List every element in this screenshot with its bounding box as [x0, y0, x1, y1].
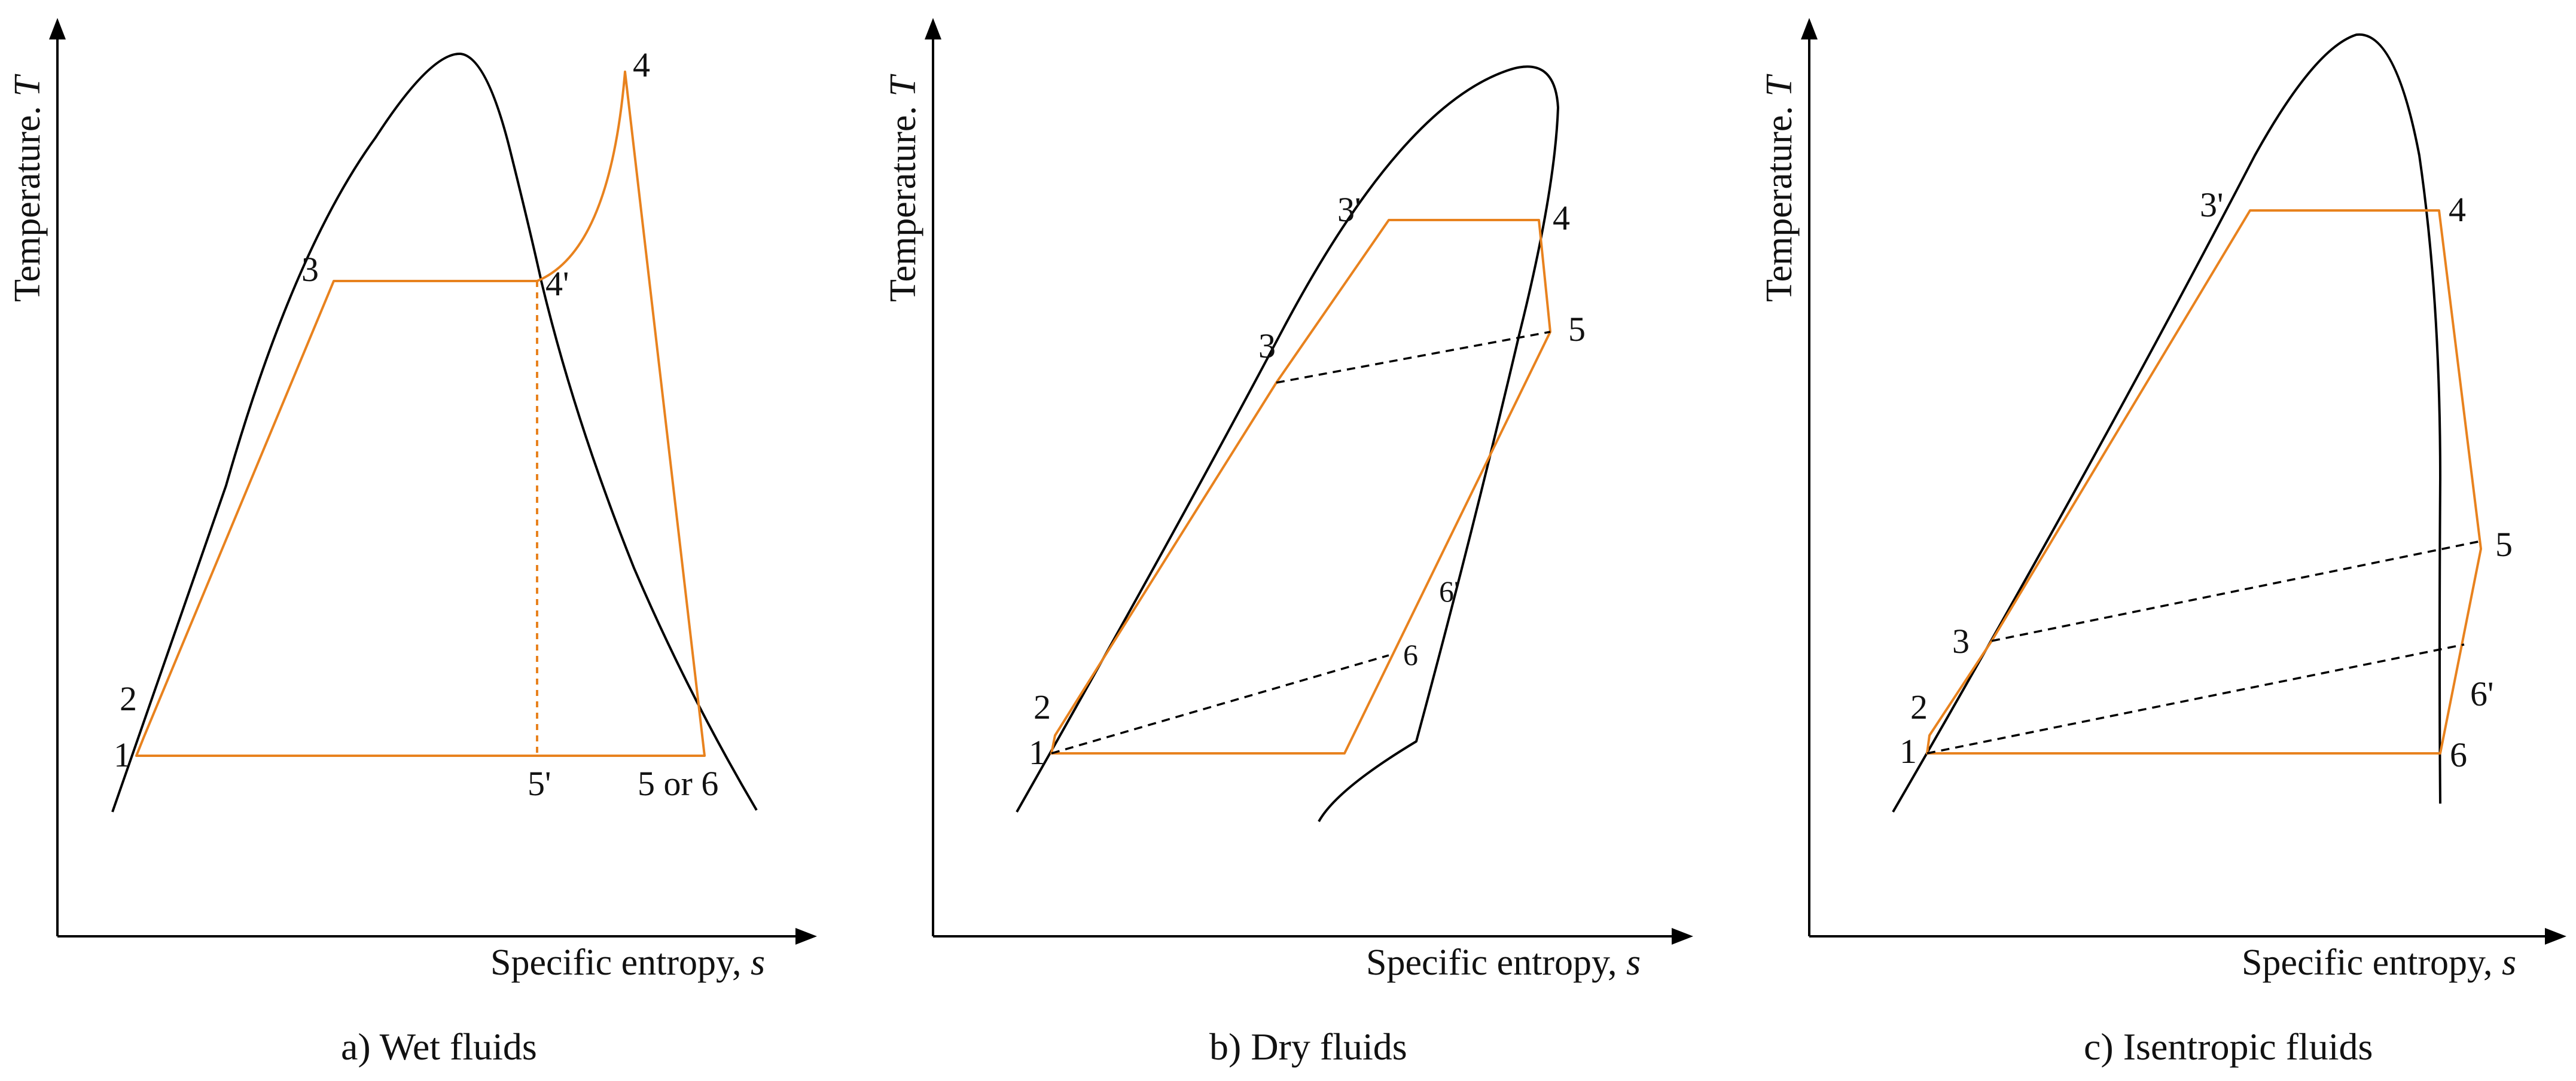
point-label-6-b: 6 [1403, 638, 1418, 671]
caption-a: a) Wet fluids [341, 1025, 537, 1068]
caption-c: c) Isentropic fluids [2084, 1025, 2373, 1068]
point-label-6prime-c: 6' [2470, 674, 2493, 713]
point-label-1-c: 1 [1900, 732, 1917, 771]
point-label-1-a: 1 [114, 735, 131, 774]
point-label-3prime-b: 3' [1337, 190, 1361, 229]
y-axis-arrow-c [1801, 18, 1818, 39]
point-label-4prime-a: 4' [545, 264, 569, 303]
dashed-line-3-5-c [1991, 540, 2482, 642]
point-label-1-b: 1 [1029, 733, 1046, 772]
x-axis-arrow-b [1672, 928, 1693, 945]
point-label-2-a: 2 [120, 679, 137, 718]
point-label-5-c: 5 [2495, 525, 2513, 564]
saturation-dome-b [1016, 65, 1559, 822]
dashed-line-1-6prime-c [1926, 643, 2465, 755]
panel-wet-fluids: Temperature. T Specific entropy, s 1 2 3… [7, 18, 817, 1068]
point-label-3prime-c: 3' [2200, 185, 2223, 224]
point-label-3-a: 3 [301, 250, 319, 289]
point-label-5-or-6-a: 5 or 6 [638, 764, 718, 803]
axes-c [1801, 18, 2566, 945]
point-label-4-c: 4 [2449, 190, 2466, 229]
point-label-3-c: 3 [1952, 622, 1970, 661]
rankine-cycle-a [135, 71, 706, 757]
y-axis-arrow-b [925, 18, 941, 39]
rankine-cycle-c [1926, 209, 2482, 755]
x-axis-label-b: Specific entropy, s [1366, 942, 1641, 983]
point-label-5prime-a: 5' [528, 764, 551, 803]
panel-isentropic-fluids: Temperature. T Specific entropy, s 1 2 3… [1759, 18, 2566, 1068]
point-label-2-c: 2 [1910, 688, 1928, 726]
y-axis-label-c: Temperature. T [1759, 74, 1800, 302]
y-axis-label-a: Temperature. T [7, 74, 48, 302]
point-label-6-c: 6 [2450, 735, 2467, 774]
x-axis-label-c: Specific entropy, s [2242, 942, 2516, 983]
saturation-dome-a [111, 52, 758, 813]
panel-dry-fluids: Temperature. T Specific entropy, s 1 2 3… [883, 18, 1693, 1068]
saturation-dome-c [1892, 33, 2441, 813]
x-axis-label-a: Specific entropy, s [490, 942, 765, 983]
y-axis-label-b: Temperature. T [883, 74, 923, 302]
y-axis-arrow-a [49, 18, 66, 39]
point-label-4-b: 4 [1553, 199, 1570, 237]
x-axis-arrow-c [2545, 928, 2566, 945]
x-axis-arrow-a [795, 928, 817, 945]
rankine-cycle-b [1050, 219, 1551, 755]
caption-b: b) Dry fluids [1209, 1025, 1407, 1068]
point-label-4-a: 4 [633, 45, 650, 84]
point-label-5-b: 5 [1568, 310, 1586, 349]
dashed-line-3-5-b [1276, 331, 1551, 384]
dashed-line-1-6-b [1051, 654, 1389, 755]
point-label-2-b: 2 [1034, 688, 1051, 726]
point-label-3-b: 3 [1258, 326, 1276, 365]
point-label-6prime-b: 6' [1439, 575, 1459, 608]
axes-b [925, 18, 1693, 945]
axes-a [49, 18, 817, 945]
